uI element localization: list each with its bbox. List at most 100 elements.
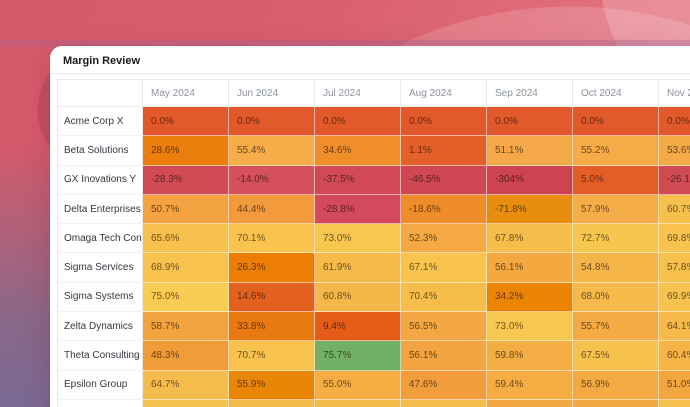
heatmap-cell[interactable]: 0.0% — [573, 107, 659, 137]
row-label: Beta Solutions — [57, 136, 143, 166]
heatmap-cell[interactable]: 52.3% — [401, 224, 487, 254]
heatmap-cell[interactable]: -46.5% — [401, 165, 487, 195]
heatmap-cell[interactable]: 59.8% — [487, 341, 573, 371]
row-label: Sigma Services — [57, 253, 143, 283]
heatmap-cell[interactable]: 56.1% — [401, 341, 487, 371]
heatmap-cell[interactable]: 56.5% — [401, 312, 487, 342]
heatmap-cell[interactable]: 54.8% — [573, 253, 659, 283]
heatmap-cell[interactable] — [659, 399, 690, 407]
heatmap-cell[interactable]: 1.1% — [401, 136, 487, 166]
heatmap-cell[interactable]: -28.8% — [315, 194, 401, 225]
heatmap-cell[interactable]: -28.3% — [143, 165, 229, 195]
heatmap-cell[interactable]: 57.8% — [659, 253, 690, 283]
heatmap-cell[interactable]: 59.4% — [487, 370, 573, 400]
heatmap-cell[interactable]: 56.9% — [573, 370, 659, 400]
column-header: Oct 2024 — [573, 79, 659, 107]
heatmap-cell[interactable]: 69.9% — [659, 282, 690, 313]
heatmap-cell[interactable]: 65.6% — [143, 224, 229, 254]
heatmap-cell[interactable]: 55.7% — [573, 312, 659, 342]
heatmap-cell[interactable] — [315, 399, 401, 407]
heatmap-cell[interactable]: 0.0% — [487, 107, 573, 137]
heatmap-cell[interactable]: 64.1% — [659, 312, 690, 342]
heatmap-cell[interactable]: -26.1% — [659, 165, 690, 195]
heatmap-cell[interactable]: 28.6% — [143, 136, 229, 166]
heatmap-cell[interactable]: 55.2% — [573, 136, 659, 166]
heatmap-table: May 2024 Jun 2024 Jul 2024 Aug 2024 Sep 2024… — [57, 79, 690, 407]
heatmap-cell[interactable]: 50.7% — [143, 194, 229, 225]
heatmap-cell[interactable]: 73.0% — [315, 224, 401, 254]
heatmap-cell[interactable]: 67.5% — [573, 341, 659, 371]
heatmap-cell[interactable]: 0.0% — [229, 107, 315, 137]
margin-review-card: Margin Review May 2024 Jun 2024 Jul 2024 Au… — [50, 46, 690, 407]
heatmap-cell[interactable]: 56.1% — [487, 253, 573, 283]
heatmap-cell[interactable]: 55.4% — [229, 136, 315, 166]
row-label: Delta Enterprises — [57, 194, 143, 225]
heatmap-cell[interactable] — [401, 399, 487, 407]
heatmap-cell[interactable]: 57.9% — [573, 194, 659, 225]
heatmap-cell[interactable]: 70.7% — [229, 341, 315, 371]
heatmap-cell[interactable]: 55.9% — [229, 370, 315, 400]
heatmap-cell[interactable]: 73.0% — [487, 312, 573, 342]
heatmap-cell[interactable]: 67.8% — [487, 224, 573, 254]
table-body: Acme Corp X 0.0% 0.0% 0.0% 0.0% 0.0% 0.0% 0.0% B… — [57, 107, 690, 407]
heatmap-cell[interactable]: -14.0% — [229, 165, 315, 195]
heatmap-cell[interactable]: 51.1% — [487, 136, 573, 166]
heatmap-cell[interactable]: 60.4% — [659, 341, 690, 371]
heatmap-cell[interactable]: 64.7% — [143, 370, 229, 400]
background-band — [0, 40, 690, 47]
heatmap-cell[interactable] — [487, 399, 573, 407]
column-header: Sep 2024 — [487, 79, 573, 107]
row-label: GX Inovations Y — [57, 165, 143, 195]
row-label: Epsilon Group — [57, 370, 143, 400]
heatmap-cell[interactable]: 58.7% — [143, 312, 229, 342]
heatmap-cell[interactable]: 60.7% — [659, 194, 690, 225]
heatmap-cell[interactable]: 60.8% — [315, 282, 401, 313]
heatmap-cell[interactable]: 44.4% — [229, 194, 315, 225]
heatmap-cell[interactable]: 47.6% — [401, 370, 487, 400]
heatmap-cell[interactable]: 14.6% — [229, 282, 315, 313]
heatmap-cell[interactable]: 53.6% — [659, 136, 690, 166]
heatmap-cell[interactable]: 34.6% — [315, 136, 401, 166]
heatmap-cell[interactable]: 0.0% — [315, 107, 401, 137]
heatmap-cell[interactable]: 69.8% — [659, 224, 690, 254]
heatmap-cell[interactable]: -71.8% — [487, 194, 573, 225]
row-label — [57, 399, 143, 407]
header-row: May 2024 Jun 2024 Jul 2024 Aug 2024 Sep 2024… — [57, 79, 690, 107]
table-row: Epsilon Group 64.7% 55.9% 55.0% 47.6% 59.4% 56… — [57, 370, 690, 400]
heatmap-cell[interactable]: 33.8% — [229, 312, 315, 342]
heatmap-cell[interactable]: 0.0% — [659, 107, 690, 137]
heatmap-cell[interactable]: 70.4% — [401, 282, 487, 313]
heatmap-cell[interactable]: 26.3% — [229, 253, 315, 283]
heatmap-cell[interactable]: 0.0% — [401, 107, 487, 137]
heatmap-cell[interactable]: 72.7% — [573, 224, 659, 254]
heatmap-cell[interactable]: -18.6% — [401, 194, 487, 225]
column-header: Aug 2024 — [401, 79, 487, 107]
heatmap-cell[interactable]: 70.1% — [229, 224, 315, 254]
heatmap-cell[interactable]: 5.0% — [573, 165, 659, 195]
heatmap-cell[interactable]: 67.1% — [401, 253, 487, 283]
heatmap-cell[interactable] — [573, 399, 659, 407]
table-row: Sigma Services 68.9% 26.3% 61.9% 67.1% 56.1% 5… — [57, 253, 690, 283]
column-header: May 2024 — [143, 79, 229, 107]
heatmap-cell[interactable]: -304% — [487, 165, 573, 195]
heatmap-cell[interactable]: -37.5% — [315, 165, 401, 195]
heatmap-cell[interactable]: 9.4% — [315, 312, 401, 342]
heatmap-cell[interactable] — [229, 399, 315, 407]
column-header: Jul 2024 — [315, 79, 401, 107]
heatmap-cell[interactable]: 55.0% — [315, 370, 401, 400]
row-label: Sigma Systems — [57, 282, 143, 313]
heatmap-cell[interactable]: 51.0% — [659, 370, 690, 400]
heatmap-cell[interactable]: 48.3% — [143, 341, 229, 371]
table-row: Delta Enterprises 50.7% 44.4% -28.8% -18.6% -… — [57, 194, 690, 225]
heatmap-cell[interactable]: 61.9% — [315, 253, 401, 283]
card-title: Margin Review — [63, 55, 141, 67]
heatmap-cell[interactable]: 75.0% — [143, 282, 229, 313]
heatmap-cell[interactable]: 0.0% — [143, 107, 229, 137]
heatmap-cell[interactable]: 75.7% — [315, 341, 401, 371]
heatmap-cell[interactable]: 34.2% — [487, 282, 573, 313]
heatmap-cell[interactable]: 68.9% — [143, 253, 229, 283]
table-row: Sigma Systems 75.0% 14.6% 60.8% 70.4% 34.2% 68… — [57, 282, 690, 313]
heatmap-cell[interactable]: 68.0% — [573, 282, 659, 313]
heatmap-cell[interactable] — [143, 399, 229, 407]
table-row: Omaga Tech Con 65.6% 70.1% 73.0% 52.3% 67.8% 7… — [57, 224, 690, 254]
